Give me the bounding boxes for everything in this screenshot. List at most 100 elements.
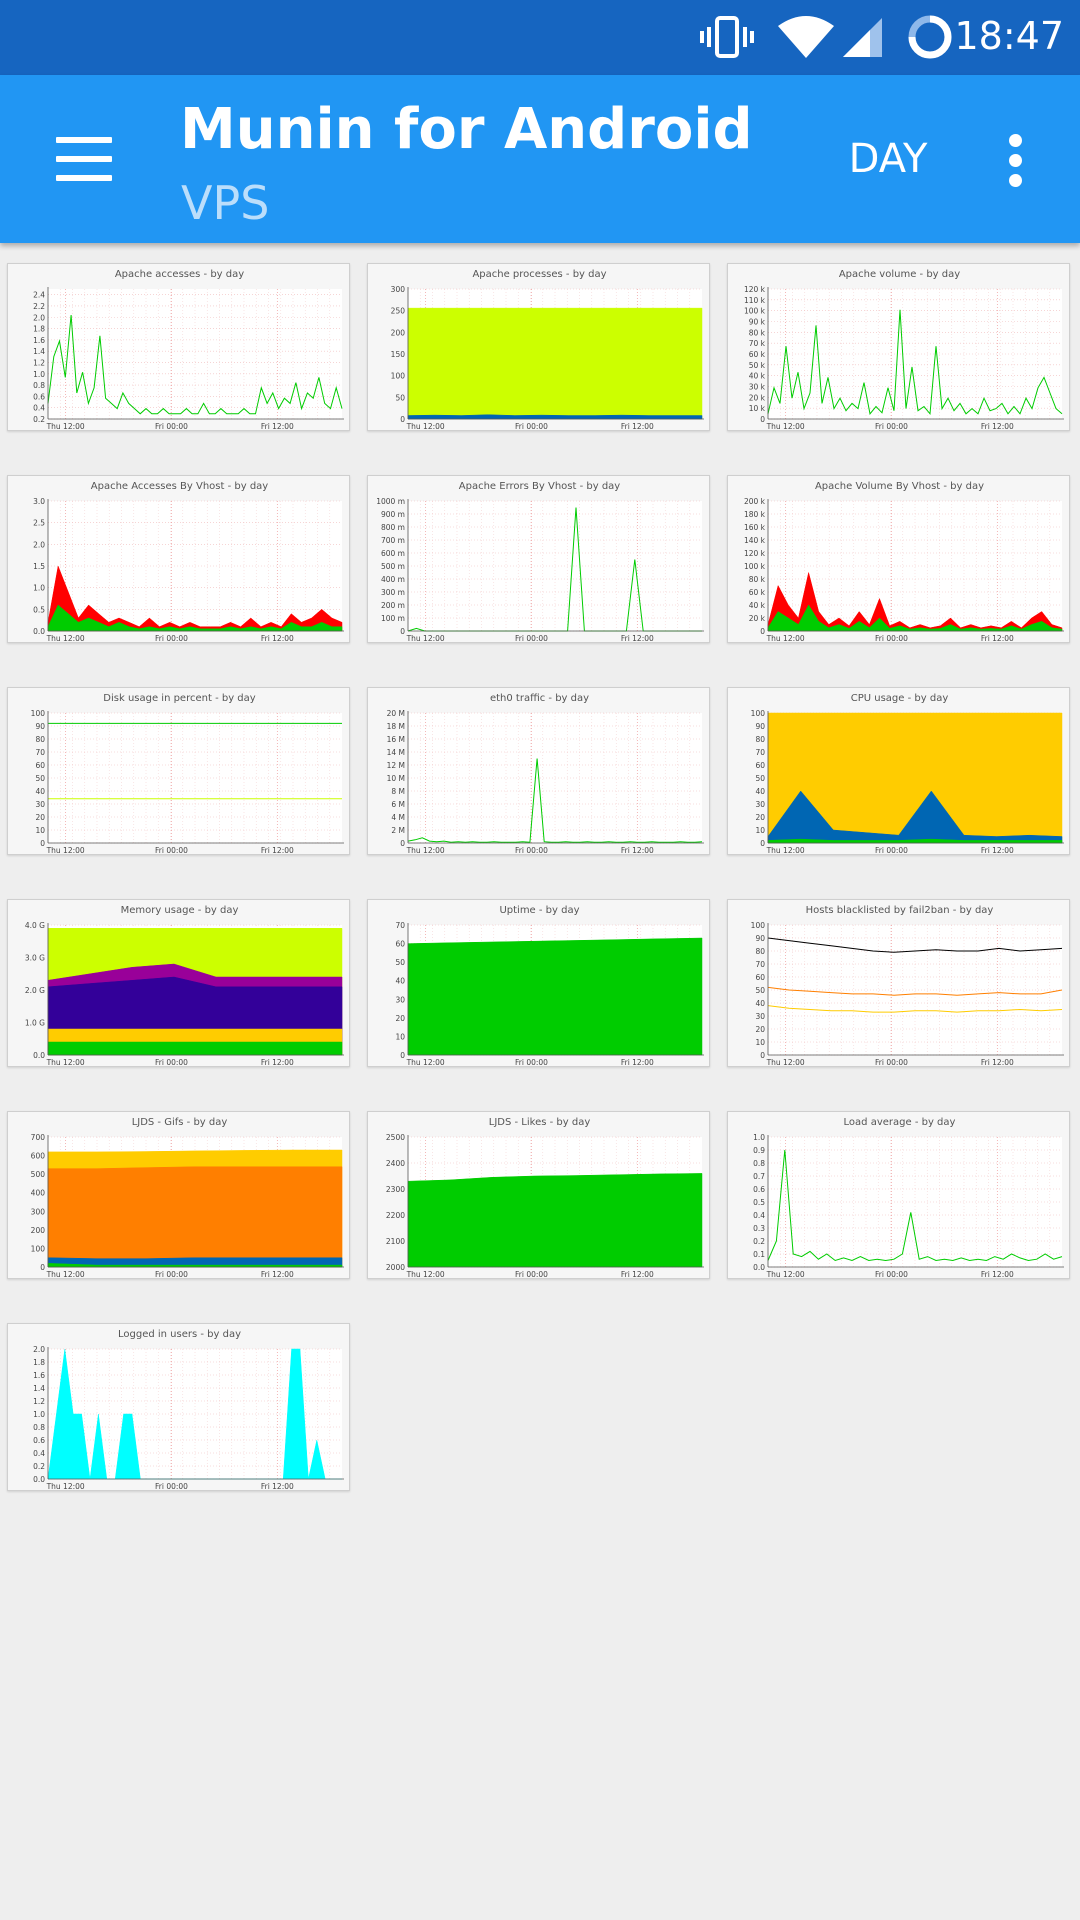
x-tick-label: Fri 12:00 xyxy=(621,1270,654,1279)
graph-card[interactable]: eth0 traffic - by day 0 2 M 4 M 6 M 8 M 10 M 12… xyxy=(367,687,710,855)
x-tick-label: Fri 12:00 xyxy=(981,846,1014,855)
graph-card[interactable]: Apache Volume By Vhost - by day 0 20 k 40 k… xyxy=(727,475,1070,643)
y-tick-label: 8 M xyxy=(391,787,405,796)
y-tick-label: 100 xyxy=(751,709,766,718)
y-tick-label: 0 xyxy=(400,1051,405,1060)
series-line xyxy=(767,986,1063,996)
y-tick-label: 2500 xyxy=(386,1133,405,1142)
y-tick-label: 100 xyxy=(391,372,406,381)
y-tick-label: 0 xyxy=(400,415,405,424)
x-tick-label: Thu 12:00 xyxy=(46,846,85,855)
y-tick-label: 500 m xyxy=(381,562,405,571)
x-tick-label: Thu 12:00 xyxy=(46,1482,85,1491)
y-tick-label: 20 xyxy=(395,1014,405,1023)
y-tick-label: 60 xyxy=(755,973,765,982)
hamburger-menu-icon[interactable] xyxy=(38,113,130,205)
y-tick-label: 1.0 G xyxy=(25,1019,45,1028)
y-tick-label: 6 M xyxy=(391,800,405,809)
clock: 18:47 xyxy=(954,14,1064,58)
y-tick-label: 0.4 xyxy=(33,404,45,413)
y-tick-label: 0.0 xyxy=(33,627,45,636)
x-tick-label: Fri 12:00 xyxy=(261,1270,294,1279)
y-tick-label: 400 xyxy=(31,1189,46,1198)
y-tick-label: 2.0 xyxy=(33,540,45,549)
y-tick-label: 150 xyxy=(391,350,406,359)
y-tick-label: 0.0 xyxy=(753,1263,765,1272)
more-vertical-icon[interactable] xyxy=(985,125,1045,195)
graph-chart: Load average - by day 0.0 0.1 0.2 0.3 0.4 0.5 0… xyxy=(753,1117,1064,1279)
graph-card[interactable]: Memory usage - by day 0.0 1.0 G 2.0 G 3.0 G 4… xyxy=(7,899,350,1067)
graph-card[interactable]: Load average - by day 0.0 0.1 0.2 0.3 0.4 0.5 0… xyxy=(727,1111,1070,1279)
x-tick-label: Fri 00:00 xyxy=(155,1270,188,1279)
y-tick-label: 2100 xyxy=(386,1237,405,1246)
y-tick-label: 18 M xyxy=(387,722,405,731)
x-tick-label: Fri 12:00 xyxy=(261,1482,294,1491)
y-tick-label: 10 xyxy=(395,1032,405,1041)
y-tick-label: 200 m xyxy=(381,601,405,610)
x-tick-label: Thu 12:00 xyxy=(406,846,445,855)
y-tick-label: 50 k xyxy=(749,361,766,370)
y-tick-label: 90 xyxy=(755,934,765,943)
graph-card[interactable]: Uptime - by day 0 10 20 30 40 50 60 70 Thu 12:00 F… xyxy=(367,899,710,1067)
graph-card[interactable]: Disk usage in percent - by day 0 10 20 30 40 5… xyxy=(7,687,350,855)
y-tick-label: 0.4 xyxy=(33,1449,45,1458)
graph-card[interactable]: Logged in users - by day 0.0 0.2 0.4 0.6 0.8 1… xyxy=(7,1323,350,1491)
y-tick-label: 30 xyxy=(395,995,405,1004)
x-tick-label: Fri 00:00 xyxy=(875,1058,908,1067)
x-tick-label: Fri 00:00 xyxy=(515,422,548,431)
y-tick-label: 2.0 xyxy=(33,1345,45,1354)
series-line xyxy=(407,758,703,843)
y-tick-label: 2.4 xyxy=(33,291,45,300)
series-line xyxy=(47,1263,343,1268)
graph-title: Apache processes - by day xyxy=(472,269,606,280)
x-tick-label: Fri 12:00 xyxy=(621,1058,654,1067)
graph-chart: Disk usage in percent - by day 0 10 20 30 40 5… xyxy=(31,693,344,855)
x-tick-label: Fri 00:00 xyxy=(875,422,908,431)
graph-chart: Logged in users - by day 0.0 0.2 0.4 0.6 0.8 1… xyxy=(33,1329,344,1491)
x-tick-label: Fri 00:00 xyxy=(875,634,908,643)
x-tick-label: Thu 12:00 xyxy=(46,1270,85,1279)
graph-card[interactable]: LJDS - Likes - by day 2000 2100 2200 2300 240… xyxy=(367,1111,710,1279)
x-tick-label: Fri 00:00 xyxy=(515,846,548,855)
y-tick-label: 4 M xyxy=(391,813,405,822)
x-tick-label: Fri 12:00 xyxy=(621,422,654,431)
y-tick-label: 600 m xyxy=(381,549,405,558)
x-tick-label: Thu 12:00 xyxy=(406,1058,445,1067)
series-line xyxy=(407,937,703,1056)
vibrate-icon xyxy=(700,16,754,58)
y-tick-label: 1.6 xyxy=(33,336,45,345)
y-tick-label: 20 k xyxy=(749,393,766,402)
y-tick-label: 20 k xyxy=(749,614,766,623)
y-tick-label: 0.8 xyxy=(33,1423,45,1432)
graph-card[interactable]: Apache processes - by day 0 50 100 150 200 250… xyxy=(367,263,710,431)
y-tick-label: 0 xyxy=(760,839,765,848)
graph-card[interactable]: Apache Errors By Vhost - by day 0 100 m 200… xyxy=(367,475,710,643)
y-tick-label: 50 xyxy=(35,774,45,783)
y-tick-label: 4.0 G xyxy=(25,921,45,930)
y-tick-label: 0.0 xyxy=(33,1051,45,1060)
series-line xyxy=(767,937,1063,953)
x-tick-label: Thu 12:00 xyxy=(766,1270,805,1279)
y-tick-label: 10 xyxy=(755,1038,765,1047)
graph-card[interactable]: LJDS - Gifs - by day 0 100 200 300 400 500 600 7… xyxy=(7,1111,350,1279)
y-tick-label: 0.6 xyxy=(753,1185,765,1194)
graph-card[interactable]: Hosts blacklisted by fail2ban - by day 0 1… xyxy=(727,899,1070,1067)
y-tick-label: 2.2 xyxy=(33,302,45,311)
y-tick-label: 16 M xyxy=(387,735,405,744)
graph-card[interactable]: Apache Accesses By Vhost - by day 0.0 0.5 1… xyxy=(7,475,350,643)
graph-card[interactable]: CPU usage - by day 0 10 20 30 40 50 60 70 80 90 100… xyxy=(727,687,1070,855)
wifi-icon xyxy=(778,16,834,58)
y-tick-label: 700 xyxy=(31,1133,46,1142)
y-tick-label: 60 xyxy=(35,761,45,770)
y-tick-label: 0.2 xyxy=(33,1462,45,1471)
period-button[interactable]: DAY xyxy=(848,136,928,182)
x-tick-label: Fri 12:00 xyxy=(261,1058,294,1067)
graph-card[interactable]: Apache accesses - by day 0.2 0.4 0.6 0.8 1.0 1… xyxy=(7,263,350,431)
x-tick-label: Fri 00:00 xyxy=(875,846,908,855)
graph-card[interactable]: Apache volume - by day 0 10 k 20 k 30 k 40 k 5… xyxy=(727,263,1070,431)
y-tick-label: 0.5 xyxy=(33,605,45,614)
y-tick-label: 90 xyxy=(755,722,765,731)
y-tick-label: 0.2 xyxy=(33,415,45,424)
y-tick-label: 10 k xyxy=(749,404,766,413)
y-tick-label: 40 k xyxy=(749,372,766,381)
